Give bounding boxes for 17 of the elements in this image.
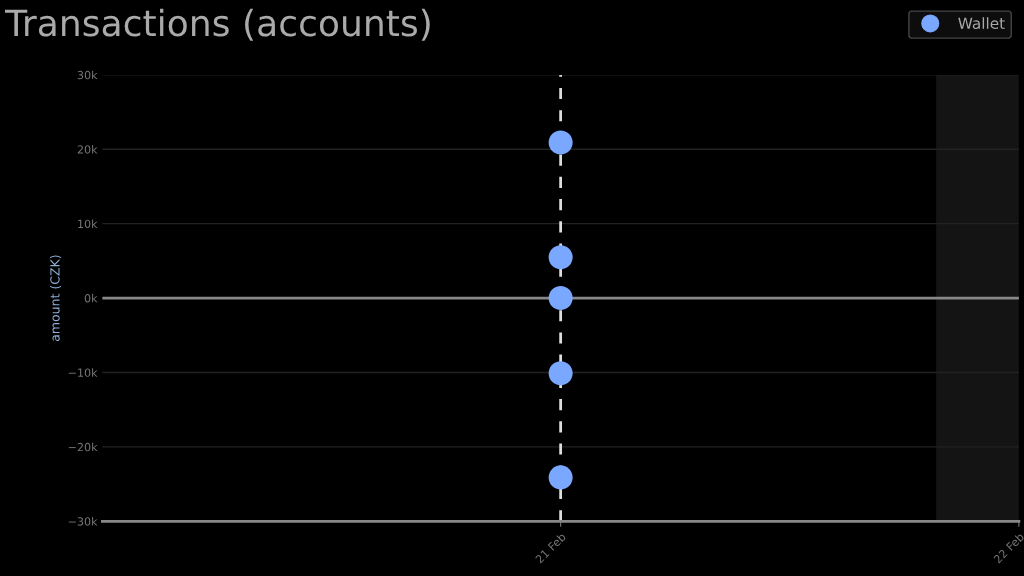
point [548, 286, 573, 311]
y-tick-label: −30k [68, 517, 98, 526]
point [548, 130, 573, 155]
y-axis-title: amount (CZK) [50, 255, 62, 342]
x-tick-label: 21 Feb [534, 532, 567, 564]
y-tick-label: −20k [68, 442, 98, 452]
legend-label: Wallet [958, 17, 1005, 30]
chart-title: Transactions (accounts) [5, 8, 430, 41]
point [548, 465, 573, 490]
point [548, 361, 573, 386]
point [548, 245, 573, 270]
y-tick-label: 0k [84, 293, 98, 303]
y-tick-label: 20k [77, 145, 98, 154]
y-tick-label: 30k [77, 70, 98, 80]
x-tick-label: 22 Feb [993, 532, 1024, 564]
y-tick-label: −10k [68, 368, 98, 377]
y-tick-label: 10k [78, 219, 98, 229]
